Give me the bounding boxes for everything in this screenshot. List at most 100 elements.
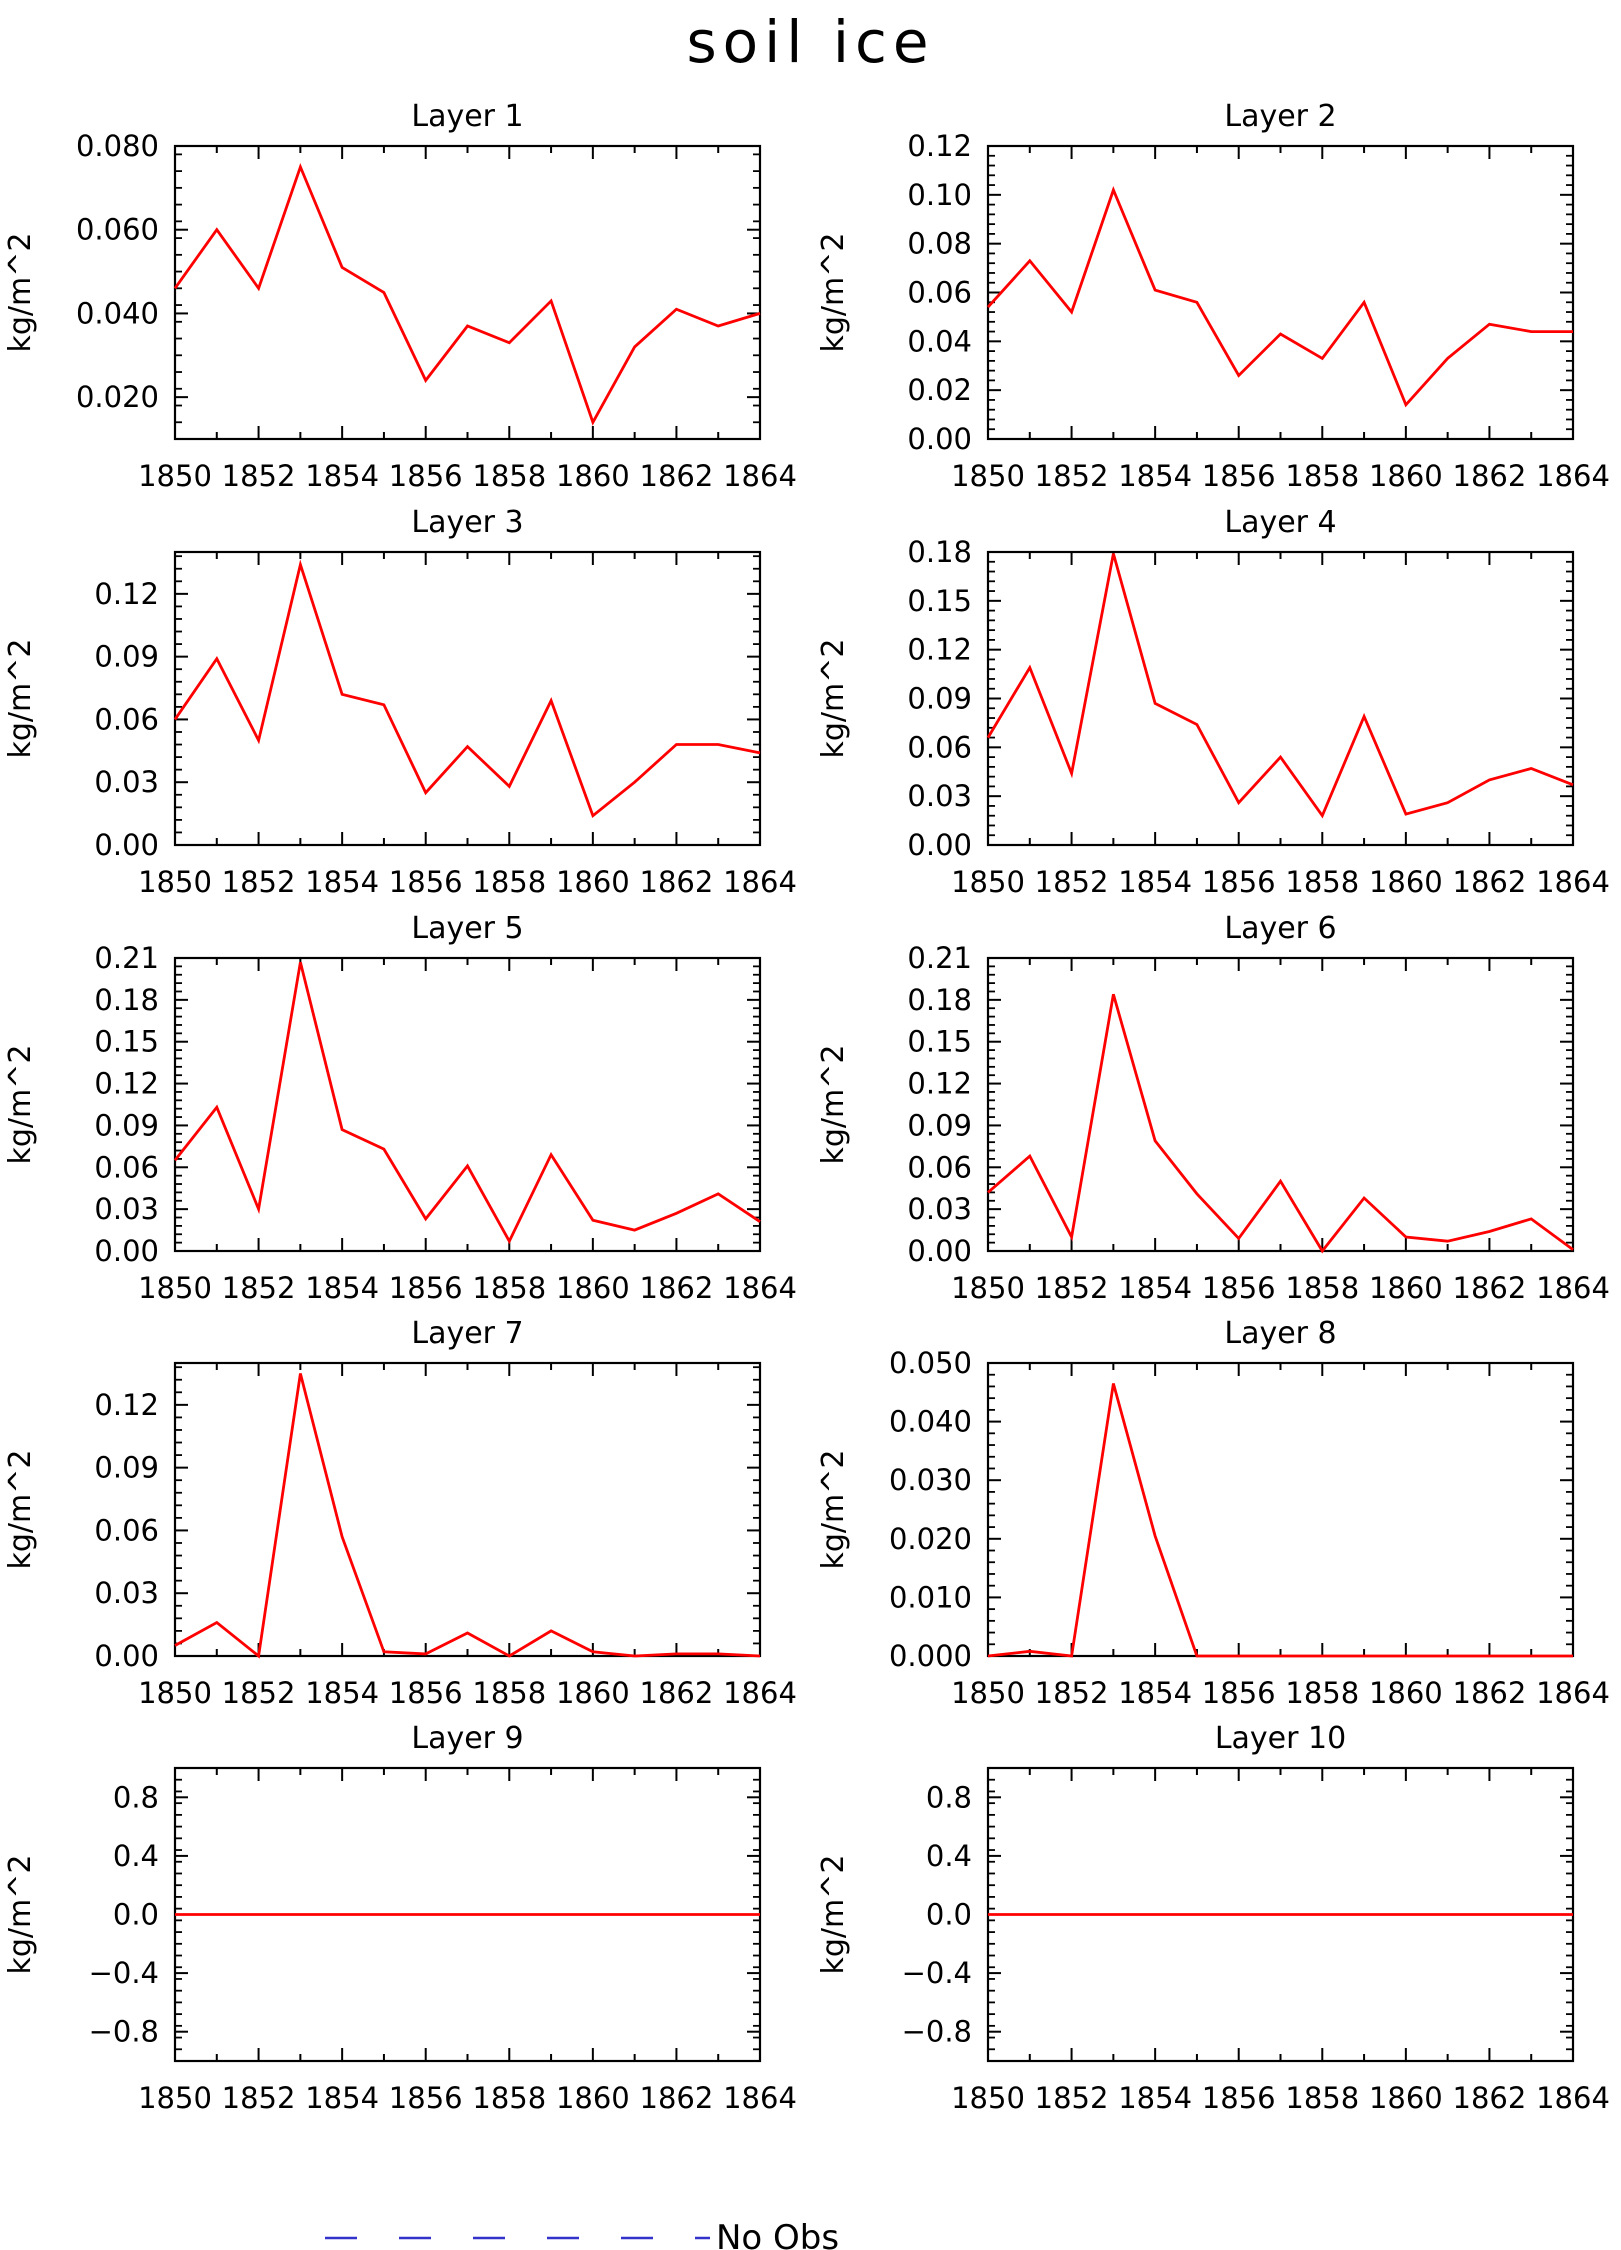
layer-7-xtick-label: 1858 [472, 1676, 546, 1710]
layer-4-ylabel: kg/m^2 [816, 639, 851, 759]
layer-10-title: Layer 10 [1215, 1721, 1346, 1756]
layer-2-title: Layer 2 [1224, 99, 1336, 134]
layer-6-ytick-label: 0.15 [907, 1025, 972, 1059]
layer-5-xtick-label: 1850 [138, 1271, 212, 1305]
layer-3-chart: Layer 3 kg/m^2 1850 1852 1854 1856 1858 1860 186… [3, 505, 797, 899]
layer-3-title: Layer 3 [411, 505, 523, 540]
layer-5-xtick-label: 1856 [389, 1271, 463, 1305]
layer-1-xtick-label: 1864 [723, 459, 797, 493]
layer-1-ytick-label: 0.040 [76, 296, 159, 330]
layer-8-ylabel: kg/m^2 [816, 1450, 851, 1570]
layer-2-ytick-label: 0.08 [907, 227, 972, 261]
layer-4-ytick-label: 0.12 [907, 633, 972, 667]
layer-4-title: Layer 4 [1224, 505, 1336, 540]
layer-5-xtick-label: 1860 [556, 1271, 630, 1305]
layer-3-series-line [173, 559, 761, 819]
layer-4-ytick-label: 0.15 [907, 584, 972, 618]
layer-8-xtick-label: 1858 [1285, 1676, 1359, 1710]
layer-7-ytick-label: 0.06 [94, 1513, 159, 1547]
layer-9-ytick-label: −0.8 [89, 2015, 159, 2049]
layer-9-xtick-label: 1858 [472, 2081, 546, 2115]
layer-1-xtick-label: 1858 [472, 459, 546, 493]
layer-5-chart: Layer 5 kg/m^2 1850 1852 1854 1856 1858 1860 186… [3, 911, 797, 1305]
layer-5-xtick-label: 1864 [723, 1271, 797, 1305]
layer-3-ytick-label: 0.03 [94, 765, 159, 799]
layer-9-chart: Layer 9 kg/m^2 1850 1852 1854 1856 1858 1860 186… [3, 1721, 797, 2115]
layer-7-chart: Layer 7 kg/m^2 1850 1852 1854 1856 1858 1860 186… [3, 1316, 797, 1710]
layer-6-xtick-label: 1852 [1035, 1271, 1109, 1305]
layer-2-ytick-label: 0.12 [907, 129, 972, 163]
layer-6-title: Layer 6 [1224, 911, 1336, 946]
layer-10-xtick-label: 1864 [1536, 2081, 1610, 2115]
layer-8-xtick-label: 1852 [1035, 1676, 1109, 1710]
layer-6-ytick-label: 0.03 [907, 1192, 972, 1226]
layer-4-xtick-label: 1852 [1035, 865, 1109, 899]
layer-7-ytick-label: 0.09 [94, 1451, 159, 1485]
layer-2-xtick-label: 1864 [1536, 459, 1610, 493]
layer-8-ytick-label: 0.050 [889, 1346, 972, 1380]
layer-2-xtick-label: 1850 [951, 459, 1025, 493]
layer-10-xtick-label: 1852 [1035, 2081, 1109, 2115]
layer-1-xtick-label: 1856 [389, 459, 463, 493]
layer-3-xtick-label: 1860 [556, 865, 630, 899]
layer-6-xtick-label: 1850 [951, 1271, 1025, 1305]
layer-5-ytick-label: 0.00 [94, 1234, 159, 1268]
layer-5-ytick-label: 0.06 [94, 1150, 159, 1184]
layer-10-xtick-label: 1860 [1369, 2081, 1443, 2115]
layer-2-chart: Layer 2 kg/m^2 1850 1852 1854 1856 1858 1860 186… [816, 99, 1610, 493]
layer-7-series-line [174, 1373, 761, 1659]
layer-9-xtick-label: 1852 [222, 2081, 296, 2115]
layer-6-ytick-label: 0.18 [907, 983, 972, 1017]
layer-7-xtick-label: 1864 [723, 1676, 797, 1710]
layer-3-xtick-label: 1862 [640, 865, 714, 899]
layer-5-ylabel: kg/m^2 [3, 1045, 38, 1165]
layer-10-ytick-label: 0.4 [926, 1839, 972, 1873]
layer-9-xtick-label: 1860 [556, 2081, 630, 2115]
layer-1-xtick-label: 1862 [640, 459, 714, 493]
layer-8-ytick-label: 0.020 [889, 1522, 972, 1556]
layer-8-xtick-label: 1864 [1536, 1676, 1610, 1710]
layer-1-xtick-label: 1852 [222, 459, 296, 493]
layer-7-xtick-label: 1854 [305, 1676, 379, 1710]
layer-6-ytick-label: 0.21 [907, 941, 972, 975]
layer-10-ytick-label: −0.4 [902, 1956, 972, 1990]
layer-6-ytick-label: 0.00 [907, 1234, 972, 1268]
layer-9-ytick-label: 0.4 [113, 1839, 159, 1873]
layer-4-xtick-label: 1850 [951, 865, 1025, 899]
layer-4-ytick-label: 0.18 [907, 535, 972, 569]
layer-5-ytick-label: 0.09 [94, 1108, 159, 1142]
layer-8-xtick-label: 1862 [1453, 1676, 1527, 1710]
layer-7-ylabel: kg/m^2 [3, 1450, 38, 1570]
layer-8-title: Layer 8 [1224, 1316, 1336, 1351]
layer-8-xtick-label: 1856 [1202, 1676, 1276, 1710]
layer-9-ylabel: kg/m^2 [3, 1855, 38, 1975]
layer-8-ytick-label: 0.040 [889, 1405, 972, 1439]
layer-9-ytick-label: 0.0 [113, 1898, 159, 1932]
layer-2-ytick-label: 0.02 [907, 373, 972, 407]
layer-9-xtick-label: 1850 [138, 2081, 212, 2115]
layer-4-ytick-label: 0.03 [907, 779, 972, 813]
layer-1-title: Layer 1 [411, 99, 523, 134]
layer-1-ytick-label: 0.060 [76, 213, 159, 247]
layer-3-xtick-label: 1864 [723, 865, 797, 899]
layer-9-xtick-label: 1854 [305, 2081, 379, 2115]
layer-5-xtick-label: 1862 [640, 1271, 714, 1305]
layer-8-chart: Layer 8 kg/m^2 1850 1852 1854 1856 1858 1860 186… [816, 1316, 1610, 1710]
layer-3-xtick-label: 1856 [389, 865, 463, 899]
layer-5-ytick-label: 0.03 [94, 1192, 159, 1226]
layer-4-chart: Layer 4 kg/m^2 1850 1852 1854 1856 1858 1860 186… [816, 505, 1610, 899]
layer-4-ytick-label: 0.06 [907, 730, 972, 764]
layer-2-ytick-label: 0.06 [907, 276, 972, 310]
layer-2-xtick-label: 1860 [1369, 459, 1443, 493]
layer-8-series-line [987, 1383, 1573, 1658]
layer-6-ylabel: kg/m^2 [816, 1045, 851, 1165]
layer-1-xtick-label: 1860 [556, 459, 630, 493]
layer-5-title: Layer 5 [411, 911, 523, 946]
layer-6-xtick-label: 1864 [1536, 1271, 1610, 1305]
layer-4-series-line [986, 553, 1574, 819]
layer-4-xtick-label: 1862 [1453, 865, 1527, 899]
layer-2-xtick-label: 1852 [1035, 459, 1109, 493]
layer-2-ytick-label: 0.00 [907, 422, 972, 456]
